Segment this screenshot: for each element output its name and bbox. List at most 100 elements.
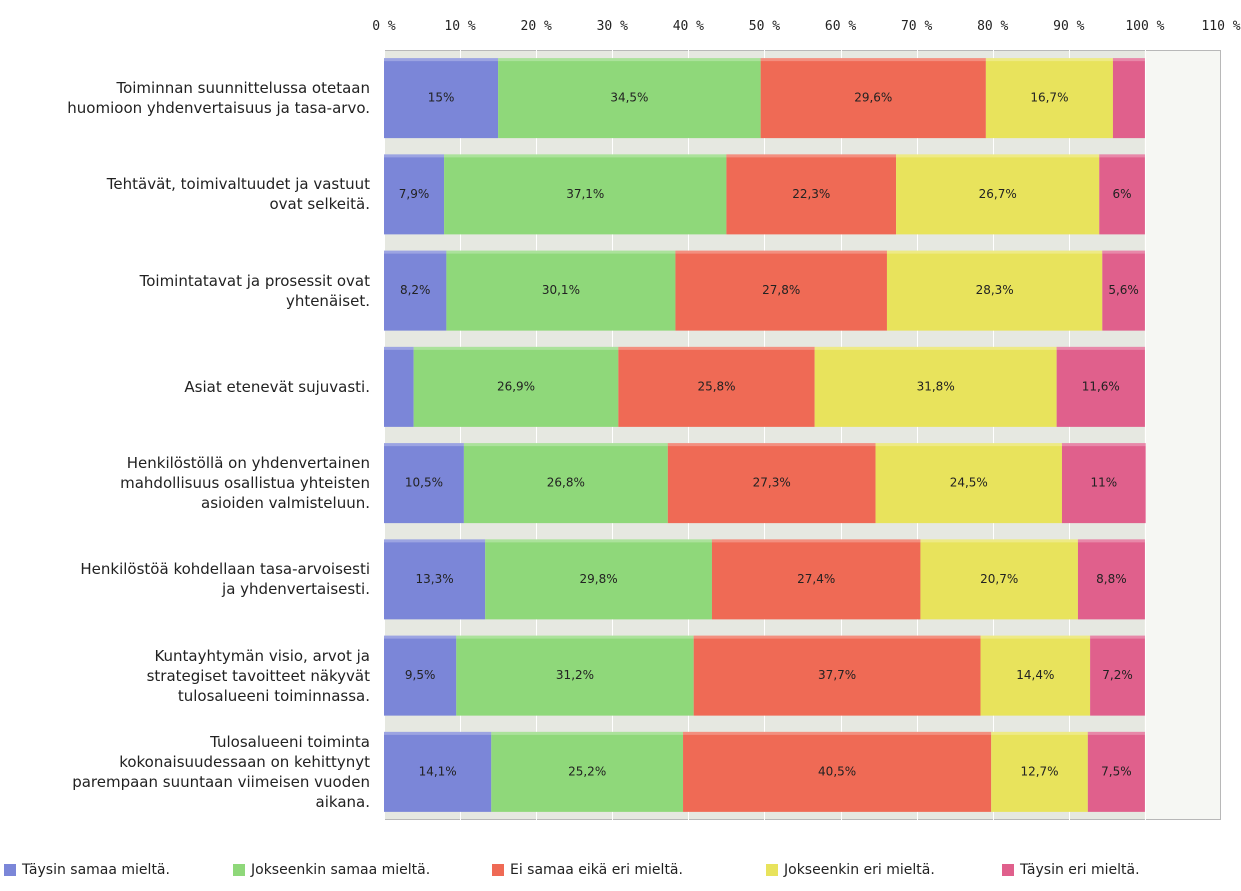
category-label-line: tulosalueeni toiminnassa.: [177, 686, 370, 705]
category-label-line: asioiden valmisteluun.: [201, 494, 370, 513]
bar-segment-highlight: [446, 250, 676, 254]
category-label-line: huomioon yhdenvertaisuus ja tasa-arvo.: [67, 99, 370, 118]
data-label: 26,8%: [547, 476, 585, 490]
legend-item: Ei samaa eikä eri mieltä.: [492, 862, 683, 878]
bar-segment: [463, 443, 668, 524]
bar-segment-highlight: [413, 346, 619, 350]
bar-segment: [675, 250, 887, 331]
legend-swatch: [766, 864, 778, 876]
bar-segment-highlight: [711, 539, 921, 543]
bar-segment-highlight: [485, 539, 712, 543]
bar-segment: [498, 58, 761, 139]
bar-segment-highlight: [985, 58, 1113, 62]
bar-segment-highlight: [667, 443, 876, 447]
bar-segment: [384, 443, 464, 524]
data-label: 25,8%: [697, 379, 735, 393]
data-label: 22,3%: [792, 187, 830, 201]
data-label: 20,7%: [980, 572, 1018, 586]
bar-segment-highlight: [1056, 346, 1145, 350]
legend-label: Täysin samaa mieltä.: [22, 862, 170, 878]
bar-segment-highlight: [456, 635, 694, 639]
legend-item: Täysin samaa mieltä.: [4, 862, 170, 878]
x-tick-label: 30 %: [597, 19, 628, 34]
data-label: 10,5%: [405, 476, 443, 490]
bar-segment: [1102, 250, 1145, 331]
data-label: 16,7%: [1030, 91, 1068, 105]
bar-segment-highlight: [920, 539, 1078, 543]
bar-segment-highlight: [463, 443, 668, 447]
x-tick-label: 100 %: [1125, 19, 1164, 34]
bar-segment-highlight: [384, 443, 464, 447]
bar-segment: [444, 154, 727, 235]
data-label: 31,2%: [556, 668, 594, 682]
bar-segment-highlight: [491, 731, 684, 735]
data-label: 6%: [1113, 187, 1132, 201]
data-label: 5,6%: [1108, 283, 1139, 297]
data-label: 37,7%: [818, 668, 856, 682]
data-label: 12,7%: [1020, 764, 1058, 778]
bar-segment-highlight: [980, 635, 1091, 639]
legend-item: Jokseenkin samaa mieltä.: [233, 862, 430, 878]
legend-item: Jokseenkin eri mieltä.: [766, 862, 935, 878]
category-label-line: Kuntayhtymän visio, arvot ja: [154, 646, 370, 665]
bar-segment: [814, 346, 1057, 427]
x-tick-label: 50 %: [749, 19, 780, 34]
x-tick-label: 0 %: [372, 19, 396, 34]
category-label: Kuntayhtymän visio, arvot ja strategiset …: [0, 646, 370, 706]
bar-segment-highlight: [991, 731, 1088, 735]
plot-background-overflow: [1144, 50, 1221, 820]
x-tick-label: 20 %: [521, 19, 552, 34]
data-label: 27,3%: [753, 476, 791, 490]
bar-segment-highlight: [1112, 58, 1145, 62]
data-label: 34,5%: [610, 91, 648, 105]
bar-segment-highlight: [498, 58, 761, 62]
category-label: Tehtävät, toimivaltuudet ja vastuut ovat …: [0, 174, 370, 214]
category-label: Henkilöstöllä on yhdenvertainen mahdollis…: [0, 453, 370, 513]
category-label-line: mahdollisuus osallistua yhteisten: [120, 474, 370, 493]
category-label-line: Tulosalueeni toiminta: [210, 732, 370, 751]
data-label: 29,8%: [580, 572, 618, 586]
bar-segment-highlight: [384, 154, 445, 158]
category-label: Tulosalueeni toiminta kokonaisuudessaan o…: [0, 732, 370, 812]
legend-swatch: [1002, 864, 1014, 876]
bar-segment: [384, 154, 445, 235]
legend: Täysin samaa mieltä. Jokseenkin samaa mie…: [0, 862, 1241, 884]
bar-segment-highlight: [1087, 731, 1145, 735]
bar-segment: [1087, 731, 1145, 812]
bar-segment-highlight: [1061, 443, 1146, 447]
x-tick-label: 70 %: [901, 19, 932, 34]
category-label-line: Asiat etenevät sujuvasti.: [184, 377, 370, 396]
data-label: 7,9%: [399, 187, 430, 201]
bar-segment-highlight: [384, 731, 492, 735]
category-label-line: ja yhdenvertaisesti.: [222, 580, 370, 599]
data-label: 11,6%: [1082, 379, 1120, 393]
bar-segment: [491, 731, 684, 812]
bar-segment-highlight: [384, 250, 447, 254]
legend-item: Täysin eri mieltä.: [1002, 862, 1140, 878]
legend-label: Täysin eri mieltä.: [1020, 862, 1140, 878]
legend-swatch: [492, 864, 504, 876]
x-tick-label: 40 %: [673, 19, 704, 34]
bar-segment: [875, 443, 1062, 524]
data-label: 13,3%: [416, 572, 454, 586]
bar-segment: [1077, 539, 1145, 620]
bar-segment-highlight: [886, 250, 1103, 254]
legend-label: Jokseenkin eri mieltä.: [784, 862, 935, 878]
bar-segment: [384, 731, 492, 812]
bar-segment-highlight: [1077, 539, 1145, 543]
bar-segment: [485, 539, 712, 620]
legend-label: Ei samaa eikä eri mieltä.: [510, 862, 683, 878]
data-label: 27,4%: [797, 572, 835, 586]
legend-swatch: [233, 864, 245, 876]
bar-segment-highlight: [384, 58, 499, 62]
x-tick-label: 80 %: [977, 19, 1008, 34]
bar-segment: [980, 635, 1091, 716]
bar-segment: [1056, 346, 1145, 427]
data-label: 37,1%: [566, 187, 604, 201]
bar-segment: [760, 58, 986, 139]
data-label: 30,1%: [542, 283, 580, 297]
bar-segment: [1061, 443, 1146, 524]
bar-segment: [1112, 58, 1145, 139]
bar-segment: [384, 346, 414, 427]
data-label: 26,9%: [497, 379, 535, 393]
